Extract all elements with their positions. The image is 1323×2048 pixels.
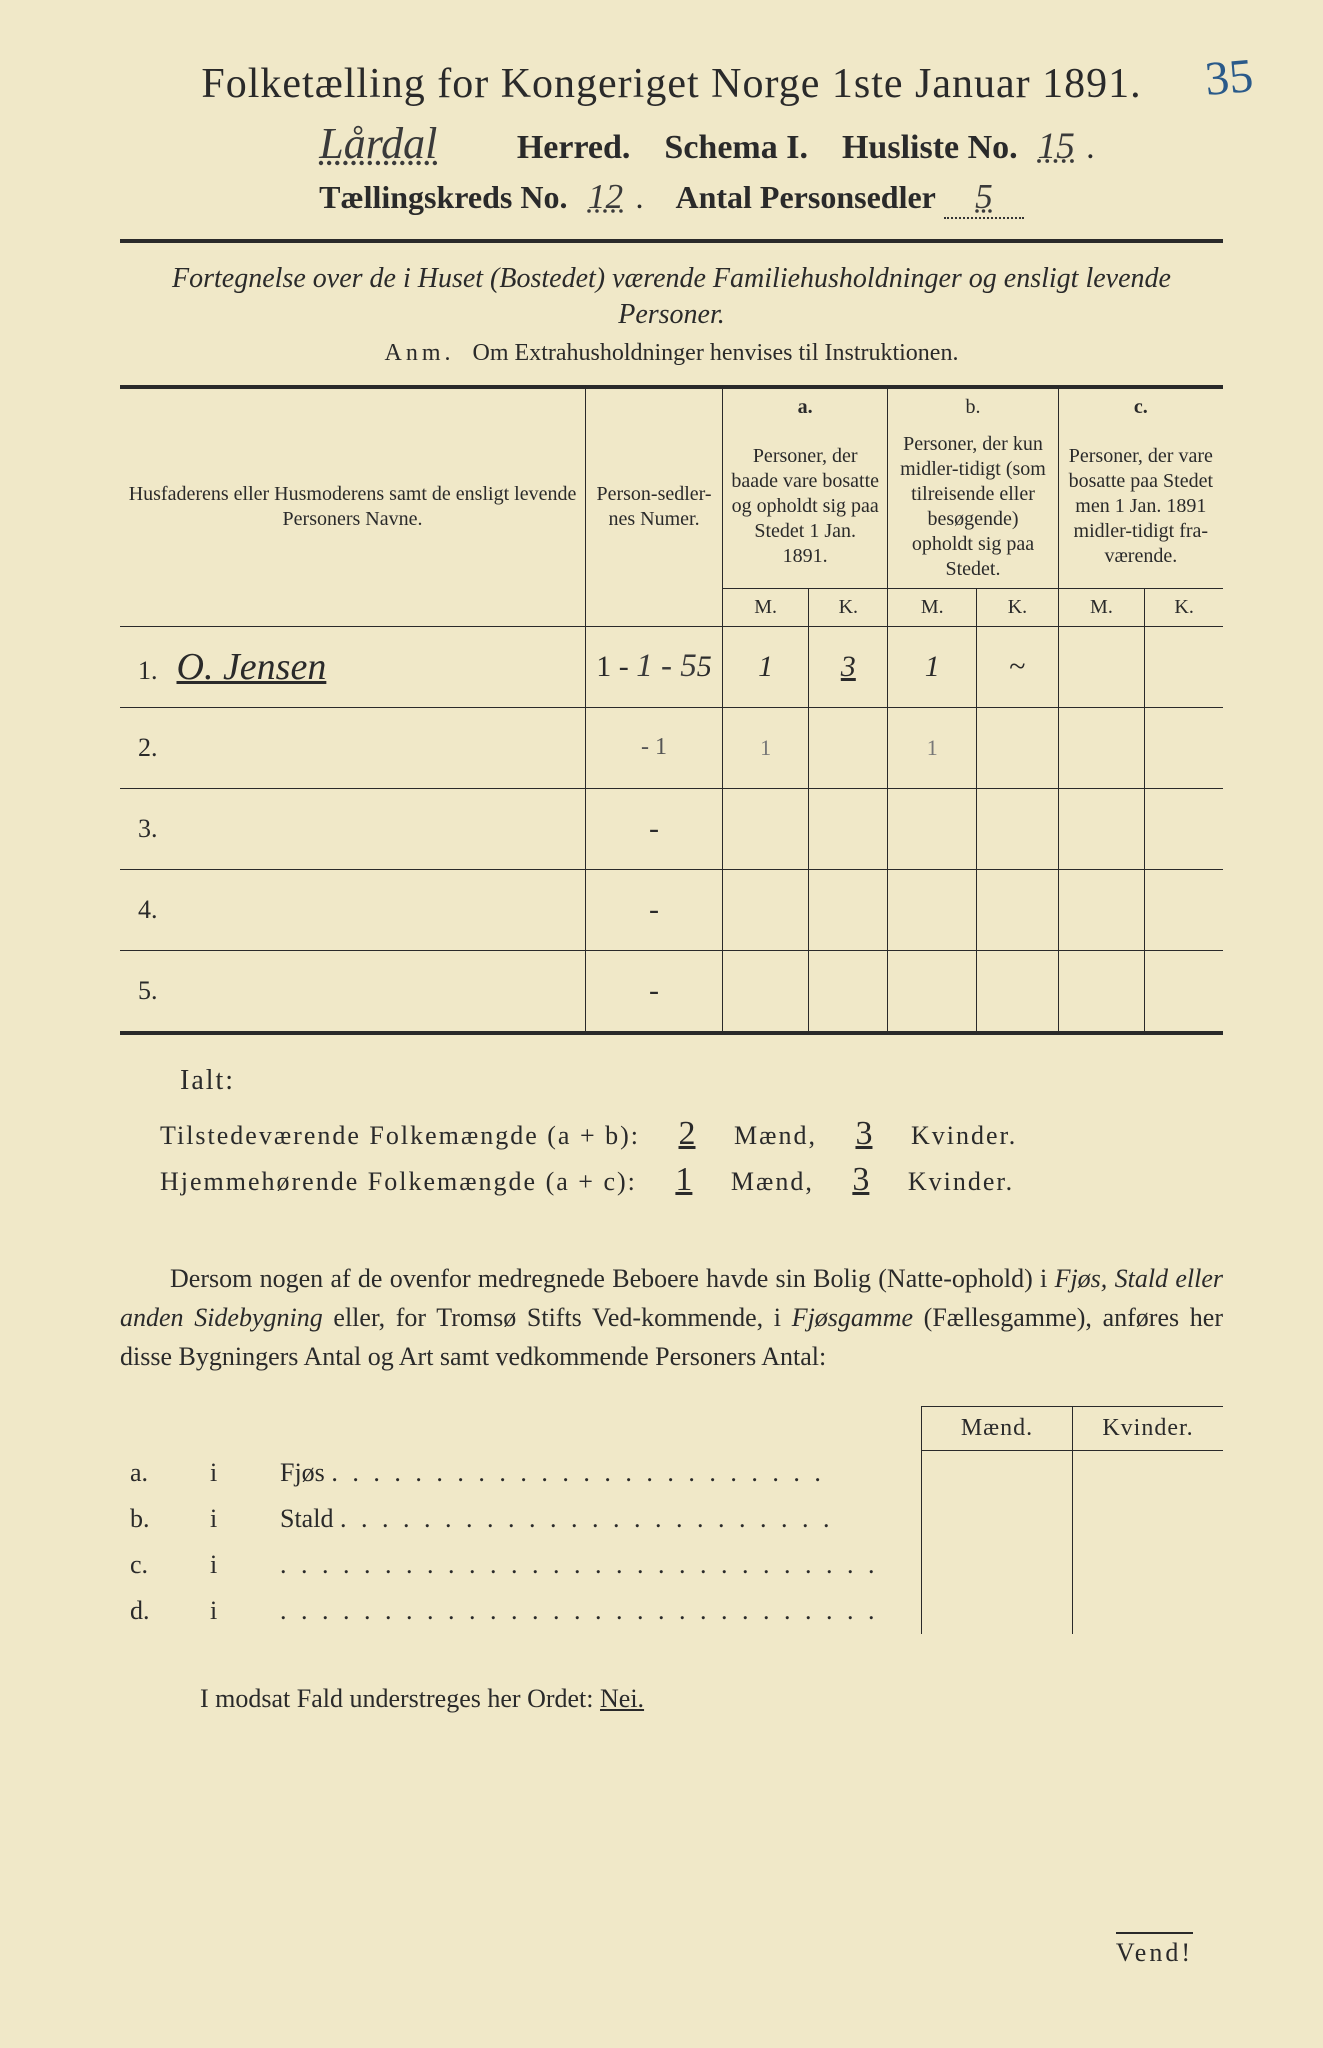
main-table: Husfaderens eller Husmoderens samt de en… <box>120 389 1223 1031</box>
row-num: 1. <box>138 656 170 686</box>
summary-line-2: Hjemmehørende Folkemængde (a + c): 1 Mæn… <box>160 1161 1223 1199</box>
nei-word: Nei. <box>600 1684 644 1713</box>
subtitle: Fortegnelse over de i Huset (Bostedet) v… <box>120 261 1223 334</box>
husliste-label: Husliste No. <box>842 129 1018 166</box>
col-a-m: M. <box>723 588 809 626</box>
kreds-no: 12 <box>575 177 635 217</box>
nei-line: I modsat Fald understreges her Ordet: Ne… <box>200 1684 1223 1714</box>
cell-aM: 1 <box>723 626 809 707</box>
col-c-m: M. <box>1058 588 1145 626</box>
husliste-no: 15 <box>1026 125 1086 168</box>
col-numer-header: Person-sedler-nes Numer. <box>586 389 723 627</box>
table-row: 1. O. Jensen 1 - 1 - 55 1 3 1 ~ <box>120 626 1223 707</box>
table-row: 3. - <box>120 788 1223 869</box>
personsedler-label: Antal Personsedler <box>675 179 935 215</box>
herred-handwritten: Lårdal <box>248 118 508 169</box>
col-b-k: K. <box>977 588 1058 626</box>
anm-label: Anm. <box>385 340 455 366</box>
side-table: Mænd. Kvinder. a. i Fjøs . . . . . . . .… <box>120 1406 1223 1635</box>
side-row: b. i Stald . . . . . . . . . . . . . . .… <box>120 1496 1223 1542</box>
row-name: O. Jensen <box>177 646 327 688</box>
table-row: 5. - <box>120 950 1223 1031</box>
side-row: c. i . . . . . . . . . . . . . . . . . .… <box>120 1542 1223 1588</box>
cell-aK: 3 <box>809 626 888 707</box>
side-row: d. i . . . . . . . . . . . . . . . . . .… <box>120 1588 1223 1634</box>
page-annotation: 35 <box>1203 48 1256 107</box>
cell-cM <box>1058 626 1145 707</box>
anm-text: Om Extrahusholdninger henvises til Instr… <box>473 340 959 366</box>
col-a-header: Personer, der baade vare bosatte og opho… <box>723 426 888 589</box>
ialt-label: Ialt: <box>180 1065 1223 1097</box>
col-a-k: K. <box>809 588 888 626</box>
col-b-tag: b. <box>888 389 1058 426</box>
col-name-header: Husfaderens eller Husmoderens samt de en… <box>120 389 586 627</box>
sum2-k: 3 <box>831 1161 891 1199</box>
rule-3 <box>120 1031 1223 1035</box>
sum1-m: 2 <box>657 1115 717 1153</box>
schema-label: Schema I. <box>664 129 808 166</box>
table-row: 4. - <box>120 869 1223 950</box>
col-c-tag: c. <box>1058 389 1223 426</box>
body-paragraph: Dersom nogen af de ovenfor medregnede Be… <box>120 1259 1223 1376</box>
sum2-m: 1 <box>654 1161 714 1199</box>
col-c-k: K. <box>1145 588 1223 626</box>
side-head-k: Kvinder. <box>1073 1406 1224 1450</box>
header-line-3: Tællingskreds No. 12. Antal Personsedler… <box>120 177 1223 219</box>
row-numer: 1 - 1 - 55 <box>586 626 723 707</box>
sum1-k: 3 <box>834 1115 894 1153</box>
header-line-2: Lårdal Herred. Schema I. Husliste No. 15… <box>120 118 1223 169</box>
rule-1 <box>120 239 1223 243</box>
cell-cK <box>1145 626 1223 707</box>
col-c-header: Personer, der vare bosatte paa Stedet me… <box>1058 426 1223 589</box>
anm-line: Anm. Om Extrahusholdninger henvises til … <box>120 340 1223 367</box>
kreds-label: Tællingskreds No. <box>319 179 567 215</box>
form-title: Folketælling for Kongeriget Norge 1ste J… <box>120 60 1223 108</box>
col-b-m: M. <box>888 588 977 626</box>
herred-label: Herred. <box>517 129 631 166</box>
cell-bK: ~ <box>977 626 1058 707</box>
vend-label: Vend! <box>1116 1932 1193 1968</box>
personsedler-no: 5 <box>944 177 1024 219</box>
summary-line-1: Tilstedeværende Folkemængde (a + b): 2 M… <box>160 1115 1223 1153</box>
table-row: 2. - 1 1 1 <box>120 707 1223 788</box>
census-form-page: 35 Folketælling for Kongeriget Norge 1st… <box>0 0 1323 2048</box>
col-a-tag: a. <box>723 389 888 426</box>
col-b-header: Personer, der kun midler-tidigt (som til… <box>888 426 1058 589</box>
cell-bM: 1 <box>888 626 977 707</box>
side-head-m: Mænd. <box>922 1406 1073 1450</box>
side-row: a. i Fjøs . . . . . . . . . . . . . . . … <box>120 1450 1223 1496</box>
